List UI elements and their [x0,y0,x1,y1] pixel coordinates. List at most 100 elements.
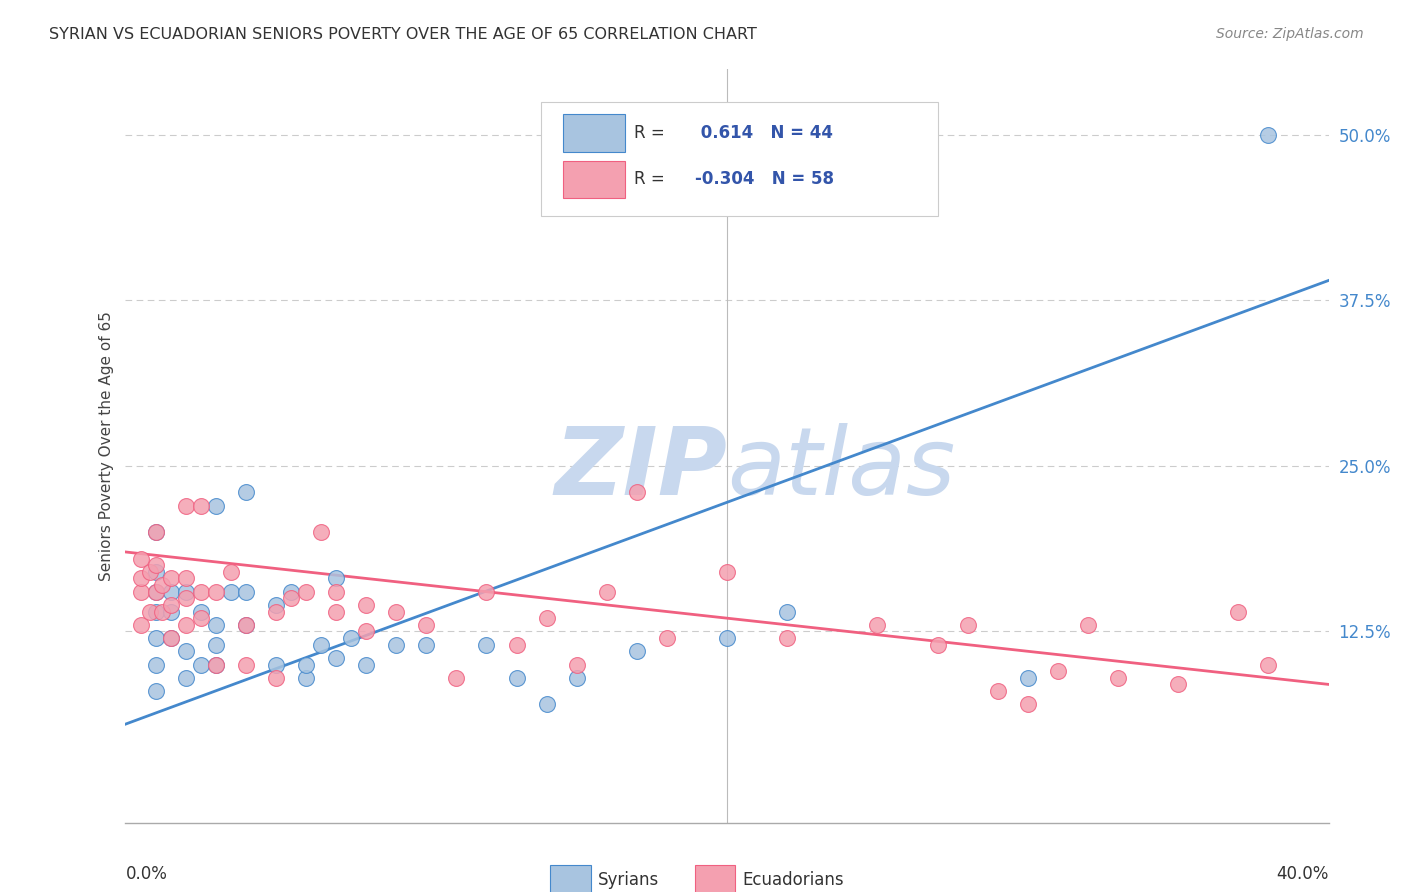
Point [204,584,226,599]
Point [446,671,468,685]
Point [264,671,287,685]
Point [475,638,498,652]
Point [235,617,257,632]
Point [138,565,160,579]
Point [138,605,160,619]
Point [174,584,197,599]
Point [159,584,181,599]
Point [1017,671,1039,685]
Text: R =: R = [634,124,671,142]
Point [415,638,437,652]
Point [505,671,527,685]
Point [145,584,167,599]
Point [159,631,181,645]
Point [1017,698,1039,712]
Point [655,631,678,645]
Point [145,584,167,599]
Point [190,499,212,513]
Point [325,584,347,599]
Text: 0.0%: 0.0% [125,865,167,883]
Point [204,657,226,672]
Text: Source: ZipAtlas.com: Source: ZipAtlas.com [1216,27,1364,41]
Point [295,671,318,685]
Point [204,617,226,632]
Point [927,638,949,652]
Text: 0.614   N = 44: 0.614 N = 44 [695,124,832,142]
FancyBboxPatch shape [550,865,591,892]
Point [325,571,347,585]
Point [159,598,181,612]
Point [129,571,152,585]
Point [354,624,377,639]
Point [716,565,738,579]
Point [309,638,332,652]
Text: ZIP: ZIP [554,423,727,515]
Point [190,611,212,625]
Point [280,584,302,599]
Point [325,651,347,665]
Point [190,584,212,599]
Point [565,657,588,672]
Point [776,605,799,619]
FancyBboxPatch shape [564,161,624,198]
Point [1227,605,1250,619]
Point [129,617,152,632]
Point [626,485,648,500]
Point [174,571,197,585]
Point [145,525,167,540]
Point [1046,664,1069,678]
Text: atlas: atlas [727,423,955,514]
Text: -0.304   N = 58: -0.304 N = 58 [695,170,834,188]
Point [505,638,527,652]
Point [309,525,332,540]
Point [475,584,498,599]
Point [159,631,181,645]
Text: 40.0%: 40.0% [1277,865,1329,883]
Point [596,584,619,599]
Point [866,617,889,632]
Point [159,571,181,585]
Point [219,584,242,599]
Point [174,671,197,685]
Point [385,638,408,652]
Point [190,605,212,619]
Point [235,617,257,632]
Point [145,565,167,579]
Point [776,631,799,645]
Point [340,631,363,645]
Point [956,617,979,632]
Point [190,657,212,672]
Text: SYRIAN VS ECUADORIAN SENIORS POVERTY OVER THE AGE OF 65 CORRELATION CHART: SYRIAN VS ECUADORIAN SENIORS POVERTY OVE… [49,27,756,42]
Point [174,644,197,658]
Point [264,598,287,612]
Text: Syrians: Syrians [599,871,659,889]
Point [415,617,437,632]
Point [536,698,558,712]
Point [219,565,242,579]
Point [1107,671,1129,685]
Point [716,631,738,645]
Point [145,684,167,698]
FancyBboxPatch shape [564,114,624,152]
Point [145,631,167,645]
Point [150,578,173,592]
Point [145,558,167,573]
Point [354,657,377,672]
Point [1257,128,1279,142]
Text: R =: R = [634,170,671,188]
Text: Ecuadorians: Ecuadorians [742,871,845,889]
Point [1167,677,1189,691]
Point [235,485,257,500]
Point [174,617,197,632]
Point [145,605,167,619]
Point [325,605,347,619]
Point [174,499,197,513]
Point [129,551,152,566]
Point [565,671,588,685]
Point [129,584,152,599]
Point [204,499,226,513]
Point [204,657,226,672]
Point [145,525,167,540]
FancyBboxPatch shape [540,103,938,216]
Point [204,638,226,652]
